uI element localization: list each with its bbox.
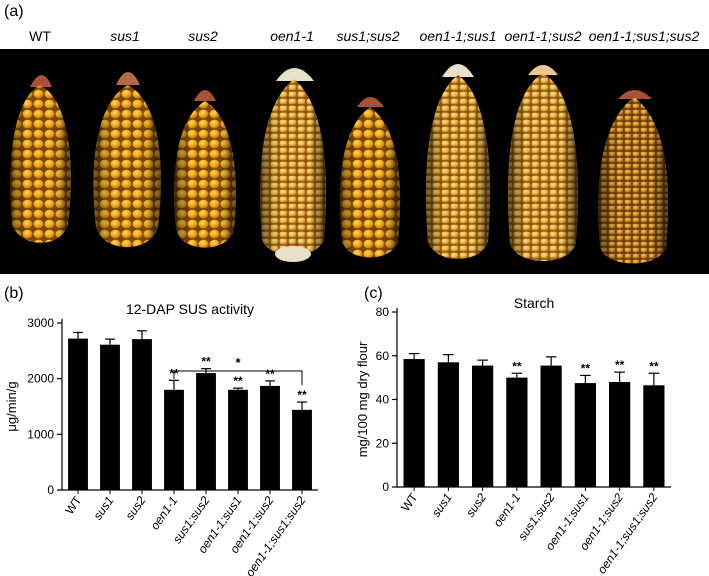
- significance-marker: **: [615, 358, 625, 372]
- bar: [100, 345, 120, 490]
- genotype-label-oen1-1-sus1: oen1-1;sus1: [419, 28, 496, 44]
- panel-a-label: (a): [4, 3, 24, 21]
- x-tick-label: WT: [398, 490, 421, 514]
- genotype-label-oen1-1-sus1-sus2: oen1-1;sus1;sus2: [589, 28, 700, 44]
- y-tick-label: 0: [47, 483, 54, 497]
- x-tick-label: oen1-1;sus1;sus2: [595, 490, 661, 576]
- bracket-marker: *: [235, 355, 241, 370]
- significance-marker: **: [201, 355, 211, 369]
- y-tick-label: 3000: [27, 316, 54, 330]
- bar: [609, 382, 630, 487]
- y-tick-label: 40: [376, 393, 390, 407]
- genotype-label-wt: WT: [29, 28, 51, 44]
- significance-marker: **: [233, 374, 243, 388]
- significance-marker: **: [649, 359, 659, 373]
- significance-marker: **: [581, 361, 591, 375]
- bar: [575, 383, 596, 487]
- bar: [292, 410, 312, 490]
- x-tick-label: WT: [62, 493, 85, 517]
- maize-ears-photo: [0, 49, 709, 274]
- y-tick-label: 2000: [27, 372, 54, 386]
- y-axis-label: μg/min/g: [4, 381, 19, 431]
- chart-title: 12-DAP SUS activity: [126, 301, 254, 317]
- genotype-label-sus1-sus2: sus1;sus2: [336, 28, 399, 44]
- y-tick-label: 80: [376, 305, 390, 319]
- y-tick-label: 60: [376, 349, 390, 363]
- genotype-label-sus1: sus1: [110, 28, 140, 44]
- bar: [260, 386, 280, 490]
- x-tick-label: sus1: [429, 491, 455, 520]
- bar: [472, 366, 493, 487]
- y-axis-label: mg/100 mg dry flour: [355, 341, 370, 457]
- bar: [438, 362, 459, 487]
- x-tick-label: sus2: [122, 493, 148, 522]
- bar: [164, 390, 184, 490]
- bar: [132, 339, 152, 490]
- y-tick-label: 0: [382, 480, 389, 494]
- bar: [228, 390, 248, 490]
- significance-marker: **: [512, 359, 522, 373]
- x-tick-label: sus2: [463, 490, 489, 519]
- bar: [506, 378, 527, 487]
- genotype-label-sus2: sus2: [188, 28, 218, 44]
- starch-chart: Starch 0 20 40 60 80 mg/100 mg dry flour WT sus1…: [355, 280, 709, 576]
- bar: [196, 373, 216, 490]
- genotype-label-oen1-1-sus2: oen1-1;sus2: [504, 28, 581, 44]
- x-tick-label: sus1: [90, 494, 116, 523]
- chart-title: Starch: [514, 295, 554, 311]
- significance-marker: **: [297, 388, 307, 402]
- y-tick-label: 1000: [27, 427, 54, 441]
- bar: [541, 366, 562, 487]
- bar: [643, 385, 664, 487]
- genotype-label-oen1-1: oen1-1: [270, 28, 314, 44]
- x-tick-label: oen1-1: [490, 491, 523, 530]
- x-tick-label: oen1-1: [148, 494, 181, 533]
- y-tick-label: 20: [376, 436, 390, 450]
- bar: [404, 359, 425, 487]
- bar: [68, 339, 88, 490]
- significance-marker: **: [265, 367, 275, 381]
- sus-activity-chart: 12-DAP SUS activity 0 1000 2000 3000 μg/min/g…: [0, 280, 360, 576]
